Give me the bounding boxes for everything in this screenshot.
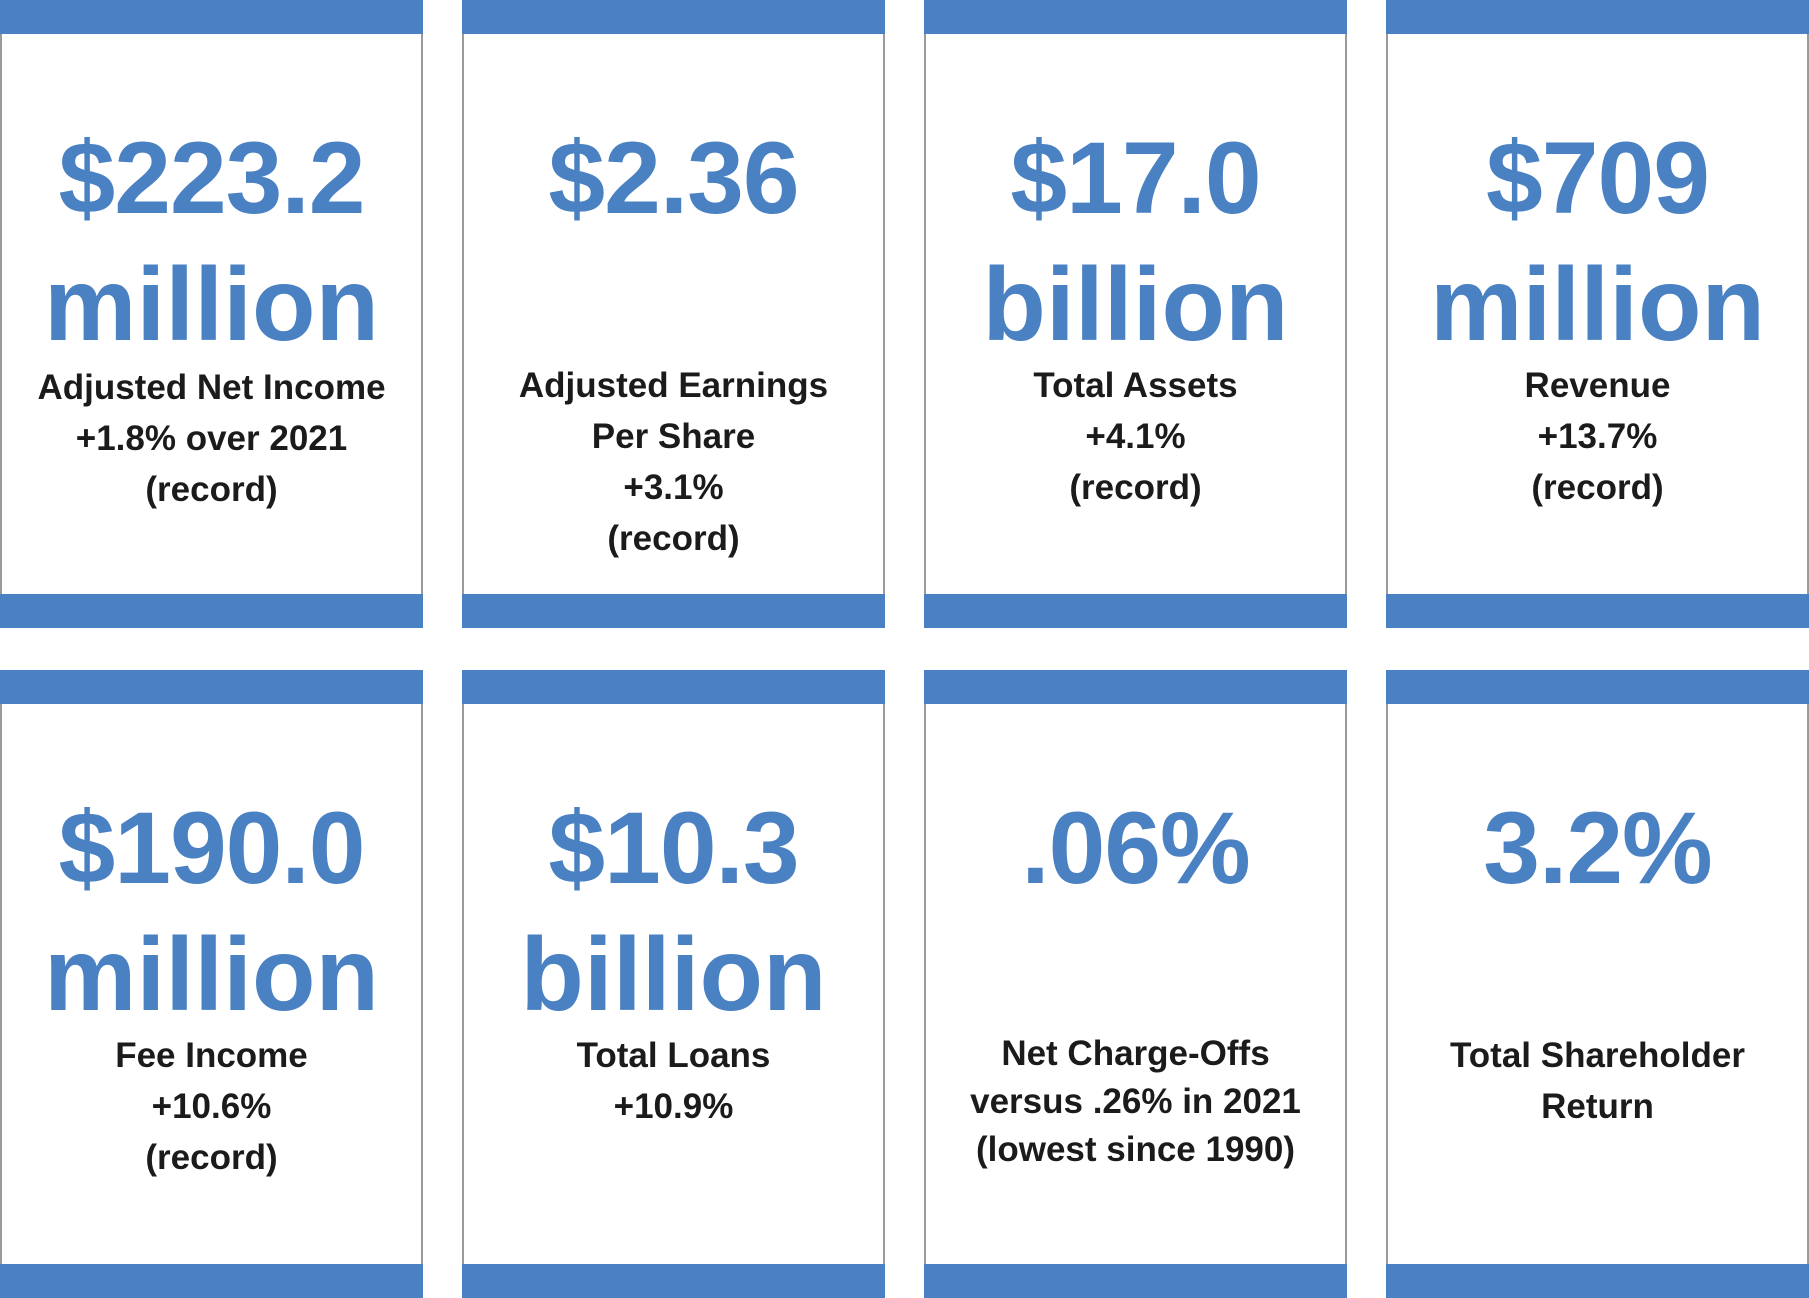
card-bottom-bar [1386,1264,1809,1298]
metric-label: Total Loans [576,1036,771,1075]
metric-description: Total Assets +4.1% (record) [926,360,1345,513]
metric-label-continued: Per Share [591,417,756,456]
metric-description: Total Loans +10.9% [464,1030,883,1132]
metric-card-revenue: $709 million Revenue +13.7% (record) [1386,0,1809,628]
metric-value: $2.36 [464,115,883,242]
metric-description: Revenue +13.7% (record) [1388,360,1807,513]
metric-amount: $17.0 [1010,121,1261,235]
metric-value: $17.0 billion [926,115,1345,369]
metric-amount: 3.2% [1483,791,1713,905]
metric-amount: $190.0 [58,791,366,905]
metric-description: Fee Income +10.6% (record) [2,1030,421,1183]
metric-value: $709 million [1388,115,1807,369]
metric-note: (record) [1069,468,1202,507]
metric-unit: billion [982,247,1289,363]
metric-amount: $2.36 [548,121,799,235]
card-bottom-bar [462,594,885,628]
metric-value: .06% [926,785,1345,912]
card-bottom-bar [462,1264,885,1298]
metric-unit: million [1429,247,1766,363]
metric-change: +10.9% [613,1087,734,1126]
metric-label: Fee Income [115,1036,308,1075]
metric-unit: million [43,917,380,1033]
metric-label: Revenue [1524,366,1671,405]
metric-value: $223.2 million [2,115,421,369]
metric-note: (lowest since 1990) [975,1130,1296,1169]
metric-card-fee-income: $190.0 million Fee Income +10.6% (record… [0,670,423,1298]
card-top-bar [924,670,1347,704]
metric-description: Adjusted Net Income +1.8% over 2021 (rec… [2,362,421,515]
card-bottom-bar [924,594,1347,628]
metric-amount: $10.3 [548,791,799,905]
metric-comparison: versus .26% in 2021 [970,1082,1301,1121]
metric-description: Adjusted Earnings Per Share +3.1% (recor… [464,360,883,564]
card-top-bar [1386,0,1809,34]
card-top-bar [0,670,423,704]
metric-label: Total Assets [1033,366,1238,405]
metric-card-adjusted-net-income: $223.2 million Adjusted Net Income +1.8%… [0,0,423,628]
metric-change: +4.1% [1085,417,1186,456]
metric-amount: $709 [1486,121,1710,235]
card-top-bar [1386,670,1809,704]
card-top-bar [924,0,1347,34]
metric-label: Total Shareholder [1450,1036,1745,1075]
card-top-bar [0,0,423,34]
metric-value: $190.0 million [2,785,421,1039]
metric-change: +3.1% [623,468,724,507]
card-top-bar [462,0,885,34]
metric-card-total-shareholder-return: 3.2% Total Shareholder Return [1386,670,1809,1298]
card-bottom-bar [924,1264,1347,1298]
metric-note: (record) [607,519,740,558]
metric-note: (record) [145,470,278,509]
metric-change: +1.8% over 2021 [75,419,348,458]
metric-description: Total Shareholder Return [1388,1030,1807,1132]
metric-description: Net Charge-Offs versus .26% in 2021 (low… [926,1030,1345,1174]
card-bottom-bar [0,1264,423,1298]
card-bottom-bar [0,594,423,628]
metric-unit: million [43,247,380,363]
metric-card-net-charge-offs: .06% Net Charge-Offs versus .26% in 2021… [924,670,1347,1298]
metric-unit: billion [520,917,827,1033]
metric-note: (record) [145,1138,278,1177]
metric-note: (record) [1531,468,1664,507]
metric-amount: .06% [1021,791,1251,905]
metric-label: Net Charge-Offs [1001,1034,1270,1073]
metric-label-continued: Return [1541,1087,1654,1126]
metric-change: +10.6% [151,1087,272,1126]
metric-change: +13.7% [1537,417,1658,456]
card-bottom-bar [1386,594,1809,628]
metric-value: 3.2% [1388,785,1807,912]
metric-label: Adjusted Net Income [37,368,386,407]
metric-card-total-assets: $17.0 billion Total Assets +4.1% (record… [924,0,1347,628]
metric-value: $10.3 billion [464,785,883,1039]
card-top-bar [462,670,885,704]
metric-label: Adjusted Earnings [518,366,829,405]
metric-card-total-loans: $10.3 billion Total Loans +10.9% [462,670,885,1298]
metric-card-adjusted-eps: $2.36 Adjusted Earnings Per Share +3.1% … [462,0,885,628]
metric-amount: $223.2 [58,121,366,235]
